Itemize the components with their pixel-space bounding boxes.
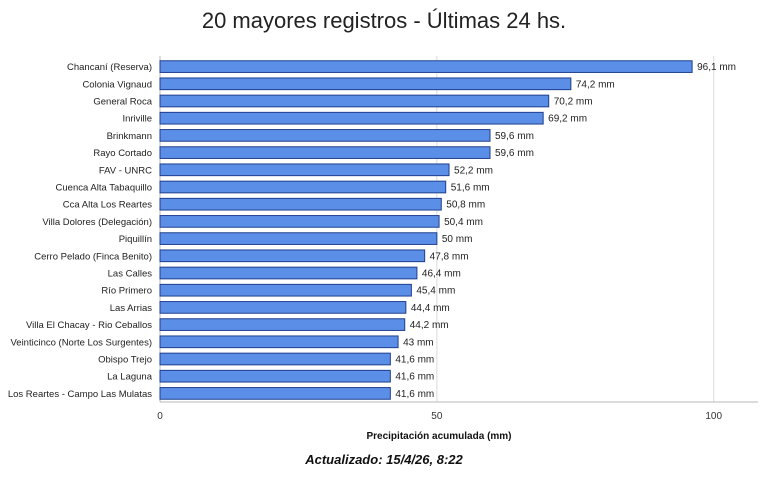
bar [159,369,391,383]
updated-timestamp: Actualizado: 15/4/26, 8:22 [305,452,463,467]
category-label: FAV - UNRC [99,165,152,176]
category-label: Piquillín [119,234,152,245]
category-label: Cerro Pelado (Finca Benito) [34,251,152,262]
chart-title: 20 mayores registros - Últimas 24 hs. [201,8,567,33]
value-label: 41,6 mm [395,372,434,383]
category-label: Veinticinco (Norte Los Surgentes) [10,337,152,348]
x-axis-label: Precipitación acumulada (mm) [366,431,511,442]
bar [159,111,544,125]
bar [159,197,442,211]
value-label: 41,6 mm [395,389,434,400]
x-tick-label: 100 [705,411,722,422]
value-label: 47,8 mm [430,251,469,262]
value-label: 50,4 mm [444,217,483,228]
value-label: 70,2 mm [554,97,593,108]
category-label: Brinkmann [107,131,152,142]
bar [159,180,447,194]
category-label: Inriville [122,114,152,125]
category-label: Obispo Trejo [98,355,152,366]
bar [159,335,399,349]
category-label: Río Primero [101,286,152,297]
category-label: Cuenca Alta Tabaquillo [56,183,152,194]
category-labels: Chancaní (Reserva) Colonia Vignaud General… [8,62,153,400]
category-label: La Laguna [107,372,153,383]
value-label: 50 mm [442,234,473,245]
value-label: 52,2 mm [454,165,493,176]
value-label: 45,4 mm [416,286,455,297]
bar [159,60,693,73]
category-label: Colonia Vignaud [82,79,152,90]
value-label: 44,2 mm [410,320,449,331]
x-tick-label: 0 [157,411,163,422]
value-label: 96,1 mm [697,62,736,73]
value-labels: 96,1 mm 74,2 mm 70,2 mm 69,2 mm 59,6 mm 59,6 … [395,62,736,400]
value-label: 59,6 mm [495,148,534,159]
value-label: 46,4 mm [422,269,461,280]
value-label: 74,2 mm [576,79,615,90]
bar [159,318,406,331]
category-label: Las Calles [108,269,153,280]
category-label: Las Arrias [110,303,152,314]
x-tick-labels: 0 50 100 [157,411,722,422]
category-label: General Roca [93,97,152,108]
value-label: 69,2 mm [548,114,587,125]
bar [159,146,491,159]
value-label: 59,6 mm [495,131,534,142]
value-label: 51,6 mm [451,183,490,194]
value-label: 41,6 mm [395,355,434,366]
category-label: Villa El Chacay - Rio Ceballos [26,320,152,331]
bar [159,129,491,142]
bar [159,266,418,280]
value-label: 50,8 mm [446,200,485,211]
bar [159,77,572,91]
bar [159,301,407,314]
grid-lines [159,56,758,403]
x-tick-label: 50 [431,411,443,422]
value-label: 44,4 mm [411,303,450,314]
category-label: Rayo Cortado [93,148,152,159]
category-label: Villa Dolores (Delegación) [42,217,152,228]
bar [159,387,391,400]
category-label: Cca Alta Los Reartes [63,200,152,211]
value-label: 43 mm [403,337,434,348]
bar [159,249,426,263]
bar [159,163,450,177]
category-label: Chancaní (Reserva) [67,62,152,73]
category-label: Los Reartes - Campo Las Mulatas [8,389,152,400]
bar [159,215,440,228]
bars-group [159,60,693,400]
bar [159,352,391,366]
bar [159,232,438,245]
bar [159,283,412,297]
bar [159,94,550,108]
